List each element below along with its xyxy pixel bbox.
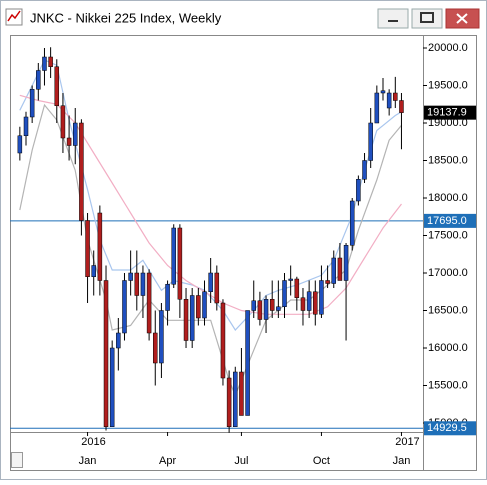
candle-body xyxy=(85,220,90,277)
candle-body xyxy=(72,122,78,146)
y-tick-label: 16000.0 xyxy=(428,342,468,354)
scroll-box[interactable] xyxy=(11,452,23,468)
candle-body xyxy=(79,122,84,221)
candle-body xyxy=(239,371,244,416)
y-tick-label: 19500.0 xyxy=(428,79,468,91)
y-tick-label: 18500.0 xyxy=(428,154,468,166)
year-label: 2017 xyxy=(395,436,419,448)
candle-body xyxy=(128,272,133,281)
y-tick-label: 17500.0 xyxy=(428,229,468,241)
y-tick-label: 18000.0 xyxy=(428,192,468,204)
price-label: 14929.5 xyxy=(427,422,467,434)
candle-body xyxy=(109,347,115,427)
candle-body xyxy=(36,70,41,90)
candle-body xyxy=(269,299,275,311)
candle-body xyxy=(386,92,392,109)
candle-body xyxy=(153,332,158,364)
x-tick-label: Apr xyxy=(159,455,176,467)
year-label: 2016 xyxy=(81,436,105,448)
candle-body xyxy=(393,92,398,101)
candle-body xyxy=(29,89,35,118)
x-tick-label: Jan xyxy=(79,455,97,467)
price-label: 17695.0 xyxy=(427,215,467,227)
candle-body xyxy=(17,135,23,154)
candle-body xyxy=(399,100,404,113)
candle-body xyxy=(300,297,306,311)
candle-body xyxy=(251,300,256,311)
candle-body xyxy=(42,56,47,71)
candle-body xyxy=(245,310,250,416)
y-tick-label: 19000.0 xyxy=(428,117,468,129)
candle-body xyxy=(374,92,380,124)
window-title: JNKC - Nikkei 225 Index, Weekly xyxy=(30,10,222,25)
candle-body xyxy=(214,272,220,304)
candle-body xyxy=(165,284,170,311)
candle-body xyxy=(122,280,127,334)
last-price-box xyxy=(424,105,476,120)
candle-body xyxy=(276,306,281,311)
y-tick-label: 16500.0 xyxy=(428,304,468,316)
candle-body xyxy=(183,299,189,341)
app-icon xyxy=(5,8,23,26)
price-label-box xyxy=(424,213,476,228)
candle-body xyxy=(319,280,324,315)
candle-body xyxy=(288,278,293,281)
candle-body xyxy=(202,291,207,319)
x-tick-label: Jul xyxy=(234,455,248,467)
candle-body xyxy=(196,295,201,319)
candle-body xyxy=(103,280,109,427)
candle-body xyxy=(343,245,349,281)
candle-body xyxy=(171,227,176,285)
candle-body xyxy=(48,56,53,67)
candle-body xyxy=(189,295,195,341)
candle-body xyxy=(159,310,164,364)
last-price-label: 19137.9 xyxy=(427,107,467,119)
candle-body xyxy=(362,160,367,180)
candle-body xyxy=(356,179,361,202)
y-tick-label: 17000.0 xyxy=(428,267,468,279)
close-button[interactable] xyxy=(445,8,480,29)
candle-body xyxy=(91,265,96,277)
candle-body xyxy=(116,332,121,349)
y-tick-label: 20000.0 xyxy=(428,42,468,54)
minimize-button[interactable] xyxy=(377,8,409,29)
candle-body xyxy=(146,272,152,334)
candle-body xyxy=(134,272,140,296)
candle-body xyxy=(60,105,66,139)
candle-body xyxy=(23,116,29,136)
candle-body xyxy=(325,280,330,284)
y-tick-label: 15500.0 xyxy=(428,379,468,391)
candle-body xyxy=(349,200,355,246)
candle-body xyxy=(97,212,103,281)
candle-body xyxy=(368,122,373,161)
candle-body xyxy=(233,371,238,427)
candle-body xyxy=(257,300,263,320)
candle-body xyxy=(331,257,337,284)
price-label-box xyxy=(424,421,476,436)
x-tick-label: Oct xyxy=(313,455,330,467)
candle-body xyxy=(313,291,318,315)
maximize-button[interactable] xyxy=(411,8,443,29)
candle-body xyxy=(220,302,226,379)
candle-body xyxy=(282,280,287,307)
candle-body xyxy=(66,137,72,146)
candle-body xyxy=(226,377,232,427)
candle-body xyxy=(140,272,146,296)
candle-body xyxy=(380,90,386,94)
candle-body xyxy=(208,272,213,292)
candle-body xyxy=(337,257,343,281)
x-tick-label: Jan xyxy=(393,455,411,467)
candle-body xyxy=(177,227,183,300)
candle-body xyxy=(294,278,300,298)
candle-body xyxy=(263,299,269,320)
candle-body xyxy=(54,66,60,106)
candle-body xyxy=(306,291,312,311)
